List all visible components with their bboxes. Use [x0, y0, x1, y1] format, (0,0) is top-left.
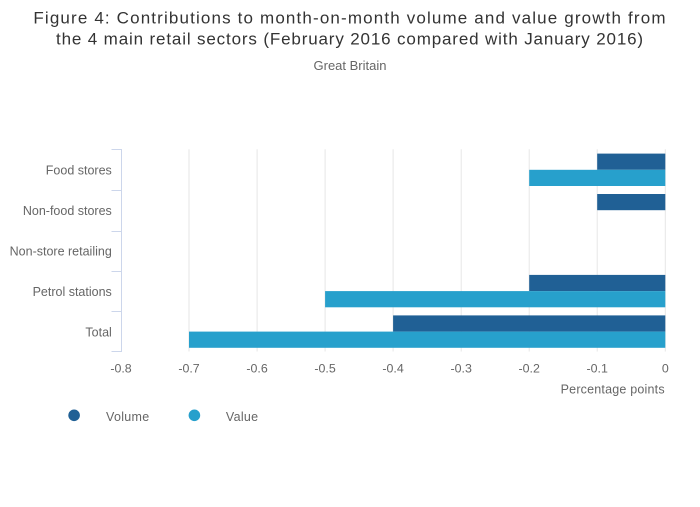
- svg-text:-0.4: -0.4: [382, 361, 403, 375]
- svg-text:0: 0: [662, 361, 669, 375]
- svg-text:-0.8: -0.8: [110, 361, 131, 375]
- svg-text:Value: Value: [226, 410, 259, 424]
- svg-text:-0.1: -0.1: [587, 361, 608, 375]
- svg-text:Percentage points: Percentage points: [561, 382, 665, 396]
- svg-text:-0.2: -0.2: [519, 361, 540, 375]
- svg-text:Total: Total: [85, 325, 111, 339]
- svg-text:Petrol stations: Petrol stations: [33, 285, 112, 299]
- svg-text:Non-food stores: Non-food stores: [23, 204, 112, 218]
- svg-text:-0.3: -0.3: [451, 361, 472, 375]
- svg-text:the 4 main retail sectors (Feb: the 4 main retail sectors (February 2016…: [56, 29, 644, 48]
- svg-text:Food stores: Food stores: [46, 164, 112, 178]
- svg-text:Great Britain: Great Britain: [314, 58, 387, 73]
- svg-text:-0.5: -0.5: [314, 361, 335, 375]
- svg-text:Figure 4: Contributions to mon: Figure 4: Contributions to month-on-mont…: [33, 8, 666, 27]
- svg-text:-0.6: -0.6: [246, 361, 267, 375]
- svg-text:Volume: Volume: [106, 410, 150, 424]
- svg-text:-0.7: -0.7: [178, 361, 199, 375]
- svg-text:Non-store retailing: Non-store retailing: [10, 245, 112, 259]
